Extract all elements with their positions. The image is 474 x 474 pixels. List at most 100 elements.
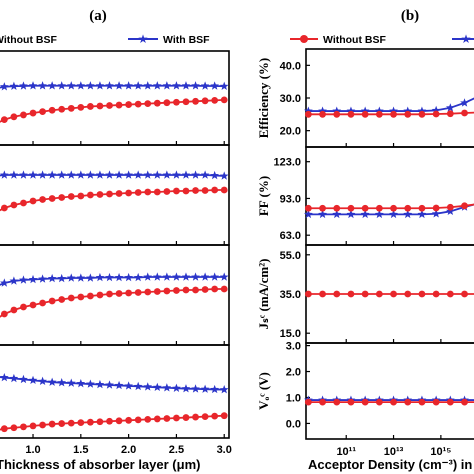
a-subplot-3-without-bsf-point-12 (106, 290, 113, 298)
a-subplot-3-with-bsf-point-21 (191, 272, 200, 281)
a-subplot-2-without-bsf-point-4 (29, 197, 37, 205)
a-subplot-1-without-bsf-point-10 (86, 103, 94, 110)
a-subplot-1-with-bsf-point-22 (200, 81, 210, 90)
a-subplot-2-with-bsf-point-16 (143, 170, 153, 179)
a-subplot-2-with-bsf-point-11 (95, 170, 105, 179)
b-subplot-1-ytick-label-0: 40.0 (280, 60, 301, 72)
a-subplot-4-without-bsf-point-12 (106, 417, 113, 425)
a-subplot-2-without-bsf-point-23 (211, 186, 219, 194)
a-subplot-3-with-bsf-point-19 (172, 272, 181, 281)
b-subplot-2-without-bsf-point-6 (390, 204, 397, 212)
a-subplot-4-without-bsf-point-24 (220, 412, 228, 420)
a-subplot-1-with-bsf-point-10 (86, 81, 95, 90)
a-subplot-4-with-bsf-point-19 (172, 383, 181, 392)
a-subplot-1-without-bsf-point-15 (134, 100, 142, 108)
a-subplot-2-with-bsf-point-22 (200, 170, 210, 179)
a-subplot-1-with-bsf-point-19 (172, 81, 181, 90)
a-subplot-1-without-bsf-point-17 (153, 99, 161, 107)
a-subplot-2-with-bsf-point-4 (28, 170, 38, 179)
b-subplot-1-ytick-label-2: 20.0 (280, 126, 301, 138)
a-subplot-2-with-bsf-point-2 (9, 170, 19, 179)
b-subplot-2-with-bsf-point-6 (389, 209, 398, 219)
b-subplot-1-frame (305, 48, 474, 148)
a-subplot-1-without-bsf-point-21 (192, 97, 199, 105)
a-subplot-4-without-bsf-point-14 (125, 416, 133, 424)
b-subplot-3-without-bsf-point-6 (390, 290, 397, 298)
b-subplot-4-ytick-label-2: 1.0 (286, 392, 301, 404)
legend-a-without-label: Without BSF (0, 34, 57, 46)
b-subplot-3-without-bsf-point-9 (432, 290, 440, 298)
a-subplot-1-with-bsf-point-12 (105, 81, 114, 90)
a-subplot-1-with-bsf-point-17 (152, 81, 162, 90)
b-subplot-1-with-bsf-point-8 (417, 106, 427, 115)
a-subplot-4-frame (0, 344, 230, 439)
a-subplot-2-with-bsf-point-20 (181, 170, 191, 179)
panel-b: 40.0 30.0 20.0 Efficiency (%) 123.0 93.0 63.0 F… (256, 48, 474, 458)
b-subplot-3-ytick-label-2: 15.0 (280, 328, 301, 340)
panel-a: 1.0 1.5 2.0 2.5 3.0 (0, 50, 232, 456)
a-subplot-3-without-bsf-point-23 (211, 285, 219, 293)
a-subplot-3-with-bsf-point-18 (162, 272, 172, 281)
a-subplot-2-with-bsf-point-13 (114, 170, 124, 179)
a-subplot-3-with-bsf-point-22 (200, 272, 210, 281)
a-subplot-4-without-bsf-point-9 (77, 419, 85, 427)
a-subplot-2-without-bsf-point-14 (125, 189, 133, 197)
a-subplot-1-with-bsf-point-24 (219, 81, 229, 90)
a-subplot-3-without-bsf-point-4 (29, 301, 37, 309)
a-subplot-2-without-bsf-point-19 (173, 187, 180, 195)
b-subplot-1-with-bsf-point-5 (374, 106, 384, 115)
a-subplot-3-with-bsf-point-23 (210, 272, 220, 281)
b-subplot-1-with-bsf-point-11 (460, 98, 469, 107)
b-subplot-1-without-bsf-point-5 (375, 110, 383, 118)
a-subplot-3-without-bsf-point-5 (39, 299, 46, 307)
a-xtick-label-4: 3.0 (217, 444, 232, 456)
a-subplot-4-with-bsf-point-3 (19, 374, 28, 384)
b-subplot-4-without-bsf-point-0 (304, 398, 312, 406)
b-subplot-1-without-bsf-point-1 (319, 110, 326, 118)
a-subplot-1-with-bsf-point-14 (124, 81, 133, 90)
b-xtick-label-1: 10¹³ (384, 446, 404, 458)
a-subplot-2-without-bsf-point-9 (77, 192, 85, 200)
b-subplot-4-without-bsf-point-10 (446, 398, 454, 406)
a-subplot-4-with-bsf-point-21 (191, 384, 200, 393)
a-subplot-3-with-bsf-point-12 (105, 272, 114, 282)
b-subplot-3-without-bsf-point-4 (361, 290, 369, 298)
a-subplot-2-without-bsf-point-1 (0, 204, 8, 212)
a-subplot-3-without-bsf-point-16 (144, 288, 152, 296)
b-subplot-2-with-bsf-point-5 (374, 209, 384, 219)
b-subplot-2-ylabel: FF (%) (256, 176, 271, 216)
a-subplot-2-with-bsf-point-7 (57, 170, 67, 179)
a-subplot-2-without-bsf-point-22 (201, 187, 209, 194)
a-subplot-2-without-bsf-point-6 (48, 195, 56, 202)
a-subplot-1-with-bsf-point-5 (38, 81, 47, 90)
a-subplot-1-with-bsf-point-1 (0, 82, 9, 91)
panel-b-tag: (b) (401, 8, 419, 24)
legend-a-with-label: With BSF (163, 34, 210, 46)
a-subplot-4-with-bsf-point-8 (66, 378, 76, 387)
b-subplot-1-without-bsf-point-6 (390, 110, 397, 118)
a-subplot-2-without-bsf-point-7 (58, 194, 66, 201)
b-subplot-2-without-bsf-point-3 (347, 204, 355, 212)
a-subplot-3-without-bsf-point-22 (201, 286, 209, 293)
a-subplot-4-without-bsf-point-21 (192, 413, 199, 421)
b-subplot-3-without-bsf-point-5 (375, 290, 383, 298)
a-subplot-4-with-bsf-point-6 (47, 377, 57, 386)
a-xtick-label-2: 2.0 (121, 444, 136, 456)
a-subplot-2-with-bsf-point-5 (38, 170, 47, 179)
a-subplot-3-with-bsf-point-8 (66, 273, 76, 282)
a-subplot-4-without-bsf-point-23 (211, 412, 219, 420)
a-subplot-2-with-bsf-point-19 (172, 170, 181, 179)
a-subplot-1-without-bsf-point-8 (67, 104, 75, 112)
a-subplot-4-with-bsf-point-12 (105, 380, 114, 389)
a-subplot-4-with-bsf-point-13 (114, 380, 124, 390)
a-subplot-1-with-bsf-point-13 (114, 81, 124, 90)
a-subplot-4-with-bsf-point-24 (219, 385, 229, 394)
a-subplot-2-with-bsf-point-9 (76, 170, 86, 179)
a-subplot-3-without-bsf-point-15 (134, 289, 142, 296)
b-subplot-1-with-bsf-point-9 (431, 105, 441, 115)
b-subplot-2-with-bsf-point-2 (332, 209, 342, 219)
a-subplot-3-without-bsf-point-8 (67, 294, 75, 302)
a-subplot-3-without-bsf-point-10 (86, 292, 94, 300)
b-subplot-4-without-bsf-point-6 (390, 398, 397, 406)
a-subplot-1-without-bsf-point-9 (77, 104, 85, 111)
